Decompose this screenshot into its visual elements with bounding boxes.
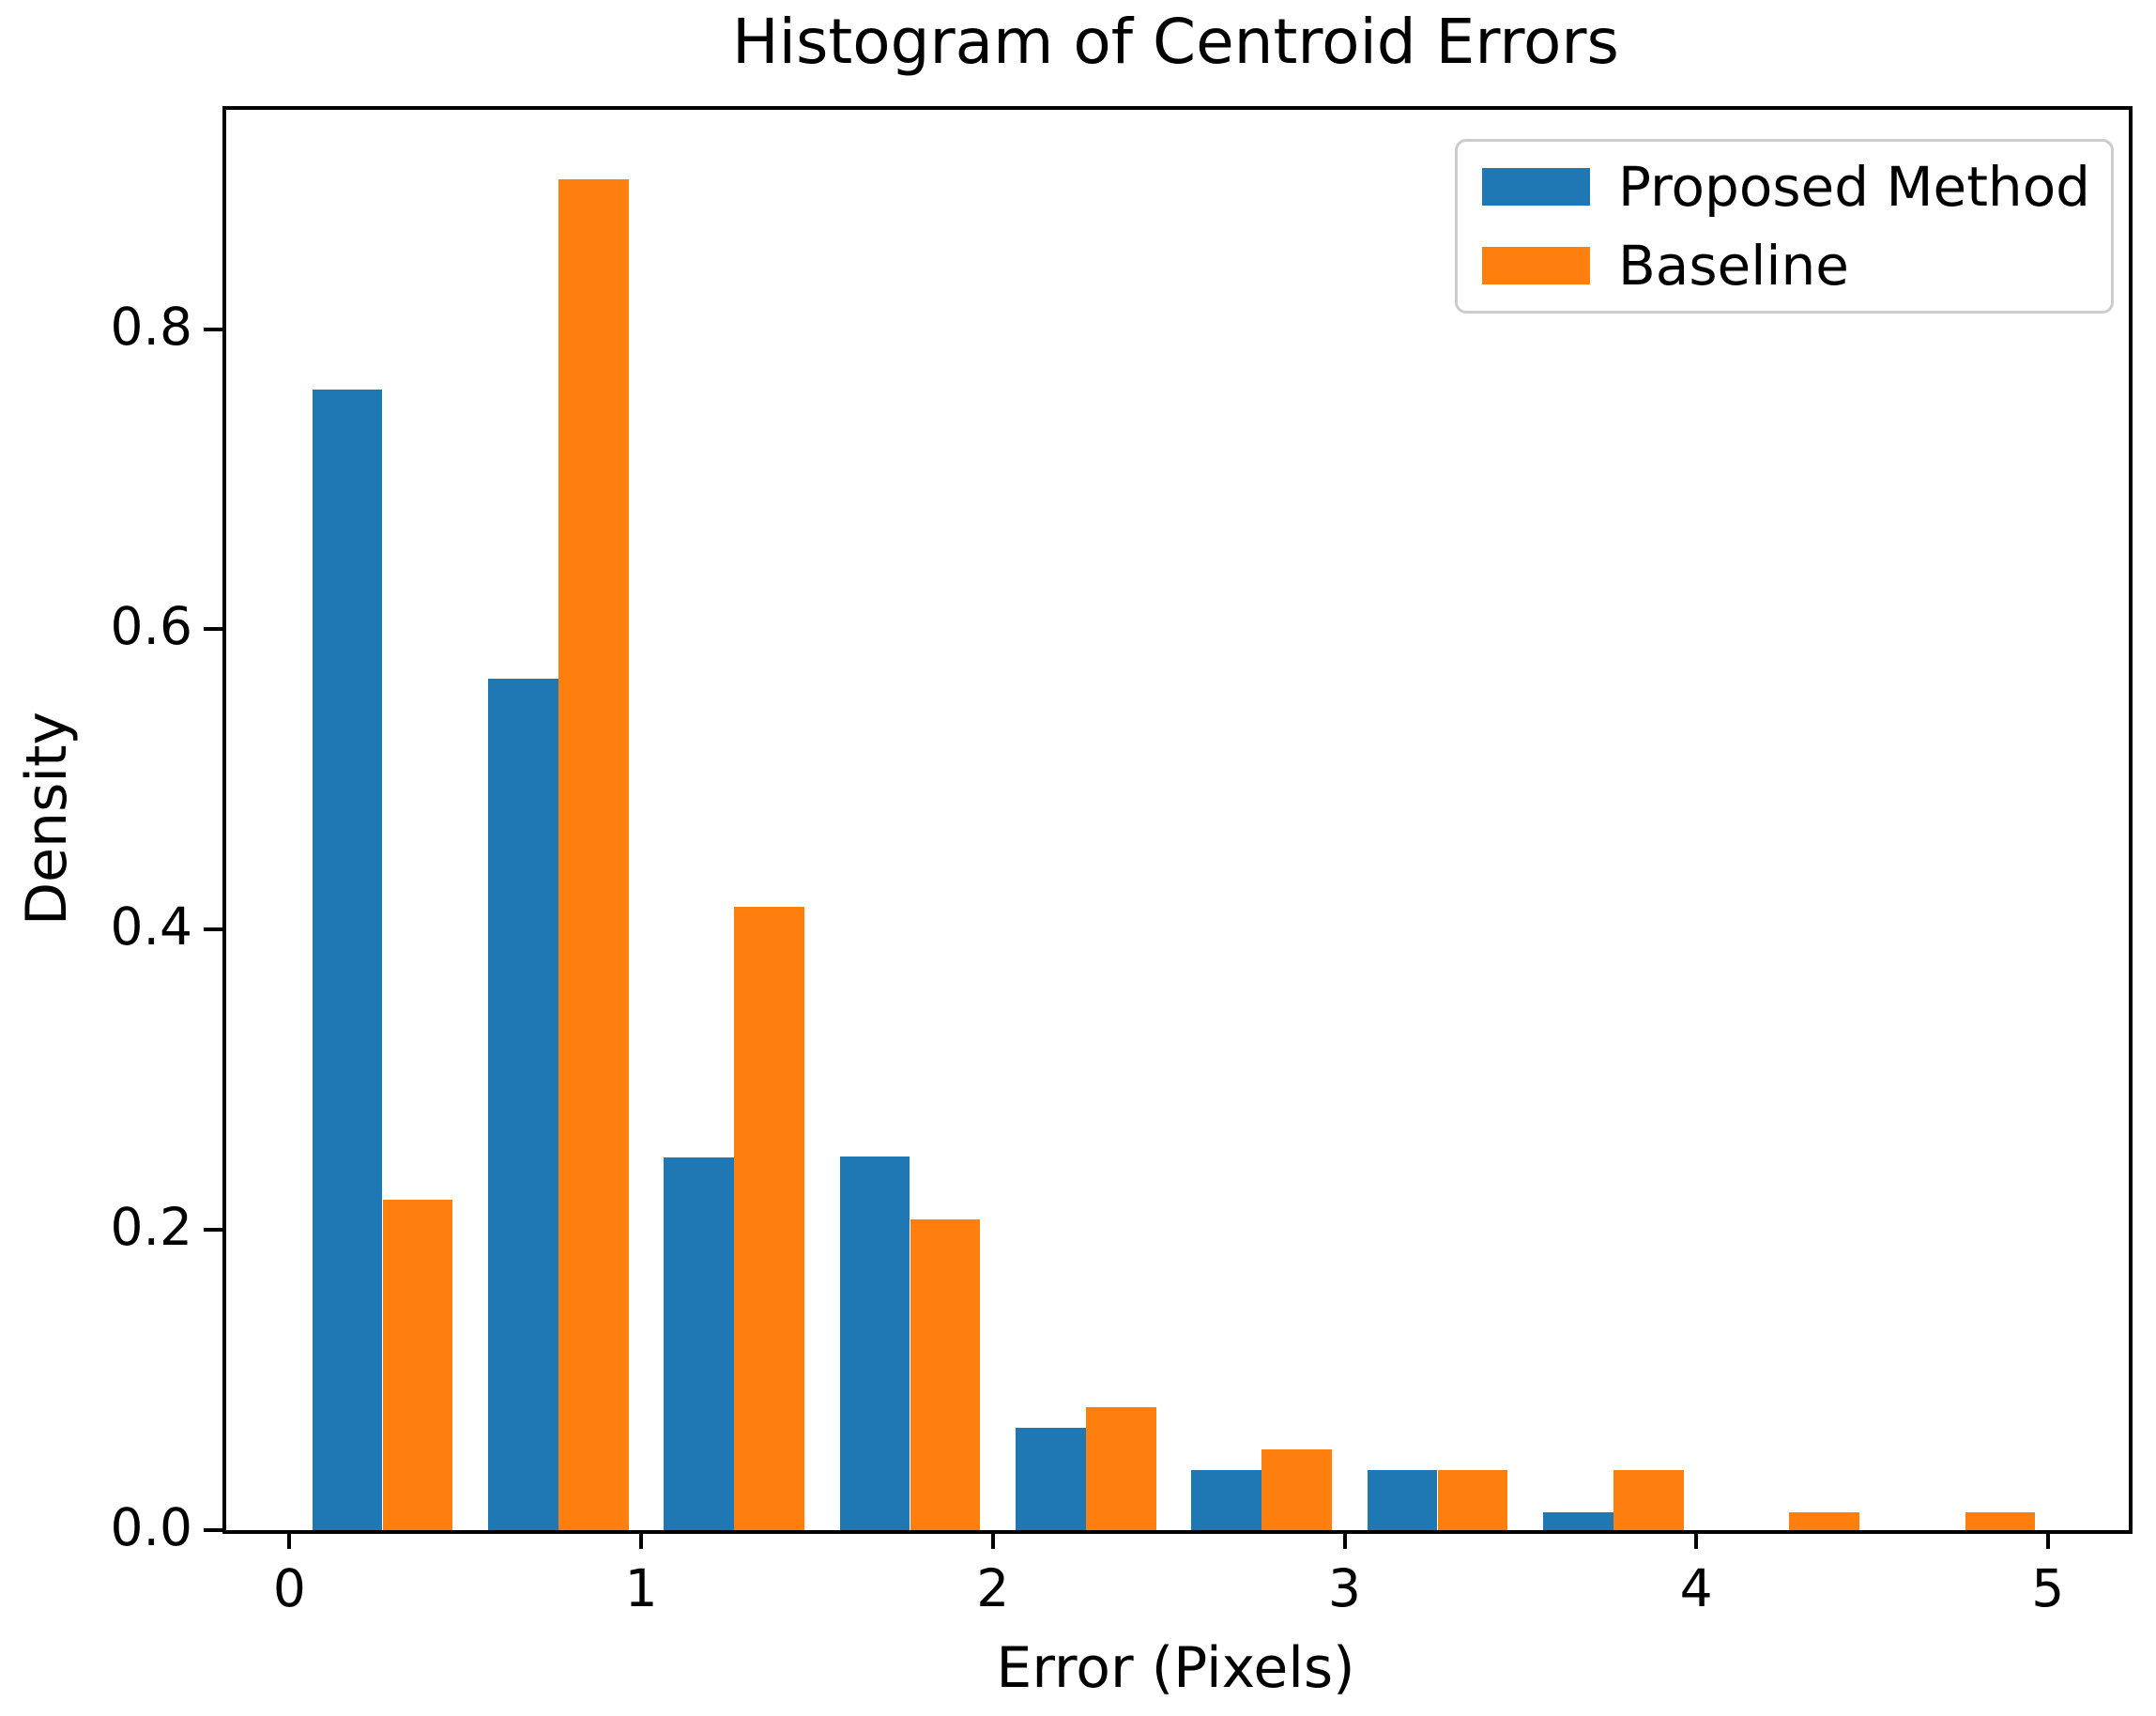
histogram-bar-baseline-bin6	[1437, 1470, 1508, 1530]
x-tick-mark-1	[639, 1530, 644, 1549]
x-tick-mark-4	[1694, 1530, 1699, 1549]
histogram-bar-proposed-bin7	[1542, 1511, 1613, 1530]
y-tick-label-0.0: 0.0	[110, 1497, 192, 1557]
legend-row-baseline: Baseline	[1482, 238, 2087, 293]
histogram-bar-baseline-bin7	[1613, 1470, 1684, 1530]
y-tick-mark-0.4	[204, 927, 222, 932]
histogram-bar-proposed-bin2	[664, 1157, 735, 1530]
x-tick-mark-0	[287, 1530, 292, 1549]
x-tick-mark-2	[990, 1530, 995, 1549]
histogram-bar-baseline-bin9	[1965, 1511, 2036, 1530]
histogram-bar-proposed-bin5	[1191, 1470, 1262, 1530]
y-tick-mark-0.6	[204, 627, 222, 632]
x-tick-label-2: 2	[976, 1558, 1010, 1618]
histogram-bar-baseline-bin3	[910, 1218, 981, 1530]
x-tick-label-1: 1	[624, 1558, 658, 1618]
histogram-bar-baseline-bin0	[382, 1200, 453, 1530]
y-axis-label: Density	[14, 711, 80, 927]
histogram-bar-proposed-bin1	[487, 679, 558, 1530]
histogram-bar-baseline-bin8	[1789, 1511, 1860, 1530]
legend-label: Baseline	[1618, 234, 1849, 298]
legend: Proposed Method Baseline	[1455, 139, 2114, 314]
legend-label: Proposed Method	[1618, 155, 2090, 219]
chart-title: Histogram of Centroid Errors	[732, 6, 1619, 78]
histogram-bar-baseline-bin4	[1085, 1406, 1156, 1530]
x-tick-label-0: 0	[272, 1558, 306, 1618]
y-tick-label-0.6: 0.6	[110, 596, 192, 657]
x-axis-label: Error (Pixels)	[996, 1635, 1355, 1701]
histogram-bar-proposed-bin0	[312, 389, 383, 1530]
y-tick-mark-0.8	[204, 327, 222, 331]
x-tick-label-3: 3	[1328, 1558, 1361, 1618]
y-tick-label-0.8: 0.8	[110, 296, 192, 357]
x-tick-mark-3	[1342, 1530, 1347, 1549]
y-tick-label-0.2: 0.2	[110, 1197, 192, 1258]
legend-swatch-icon	[1482, 247, 1590, 284]
histogram-bar-baseline-bin2	[734, 907, 805, 1530]
histogram-bar-proposed-bin6	[1367, 1470, 1438, 1530]
x-tick-mark-5	[2045, 1530, 2050, 1549]
legend-row-proposed-method: Proposed Method	[1482, 155, 2090, 219]
histogram-bar-proposed-bin3	[839, 1156, 910, 1530]
y-tick-mark-0.2	[204, 1228, 222, 1233]
y-tick-mark-0.0	[204, 1528, 222, 1532]
x-tick-label-4: 4	[1679, 1558, 1713, 1618]
legend-swatch-icon	[1482, 168, 1590, 206]
plot-area	[222, 106, 2133, 1534]
histogram-bar-baseline-bin5	[1261, 1448, 1333, 1530]
x-tick-label-5: 5	[2031, 1558, 2065, 1618]
histogram-bar-baseline-bin1	[558, 178, 629, 1530]
y-tick-label-0.4: 0.4	[110, 896, 192, 958]
histogram-bar-proposed-bin4	[1015, 1428, 1086, 1530]
